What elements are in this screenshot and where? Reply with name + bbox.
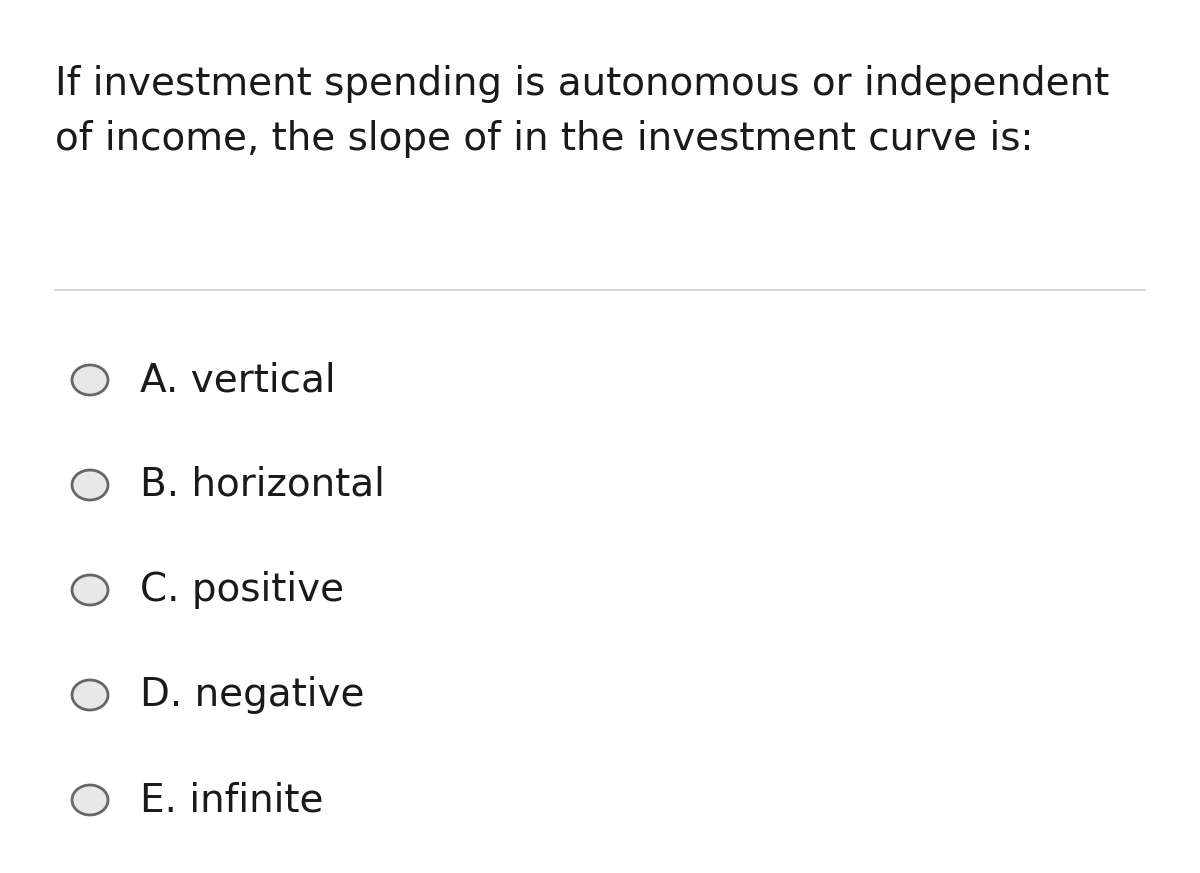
Ellipse shape: [72, 680, 108, 710]
Text: E. infinite: E. infinite: [140, 781, 324, 819]
Text: D. negative: D. negative: [140, 676, 365, 714]
Ellipse shape: [72, 365, 108, 395]
Ellipse shape: [72, 575, 108, 605]
Ellipse shape: [72, 470, 108, 500]
Text: B. horizontal: B. horizontal: [140, 466, 385, 504]
Text: C. positive: C. positive: [140, 571, 344, 609]
Ellipse shape: [72, 785, 108, 815]
Text: of income, the slope of in the investment curve is:: of income, the slope of in the investmen…: [55, 120, 1033, 158]
Text: If investment spending is autonomous or independent: If investment spending is autonomous or …: [55, 65, 1109, 103]
Text: A. vertical: A. vertical: [140, 361, 336, 399]
